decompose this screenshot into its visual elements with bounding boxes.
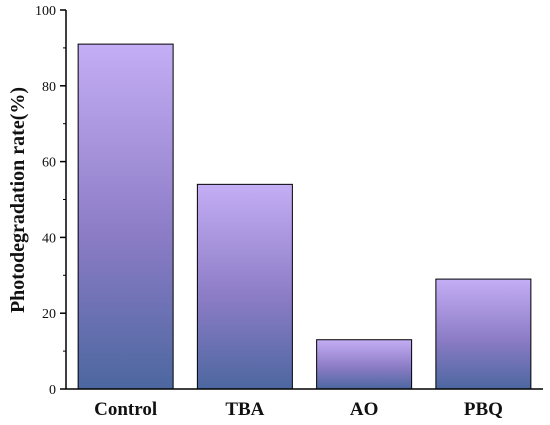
y-axis-title: Photodegradation rate(%) [7, 87, 29, 313]
y-tick-label: 40 [42, 231, 56, 246]
y-tick-label: 60 [42, 156, 56, 171]
bar-control [77, 43, 174, 390]
bar-tba [196, 183, 293, 390]
x-tick-label-ao: AO [350, 399, 379, 420]
y-tick-label: 100 [35, 4, 56, 19]
bars-layer [77, 43, 532, 390]
labels-layer: Control TBA AO PBQ 0 20 40 60 80 100 [35, 4, 503, 420]
y-tick-label: 0 [49, 383, 56, 398]
y-tick-label: 20 [42, 307, 56, 322]
x-tick-label-pbq: PBQ [464, 399, 503, 420]
bar-pbq [435, 278, 532, 390]
axes-layer [60, 9, 543, 390]
bar-ao [316, 339, 413, 390]
x-tick-label-control: Control [94, 399, 157, 420]
x-tick-label-tba: TBA [225, 399, 264, 420]
y-tick-label: 80 [42, 80, 56, 95]
